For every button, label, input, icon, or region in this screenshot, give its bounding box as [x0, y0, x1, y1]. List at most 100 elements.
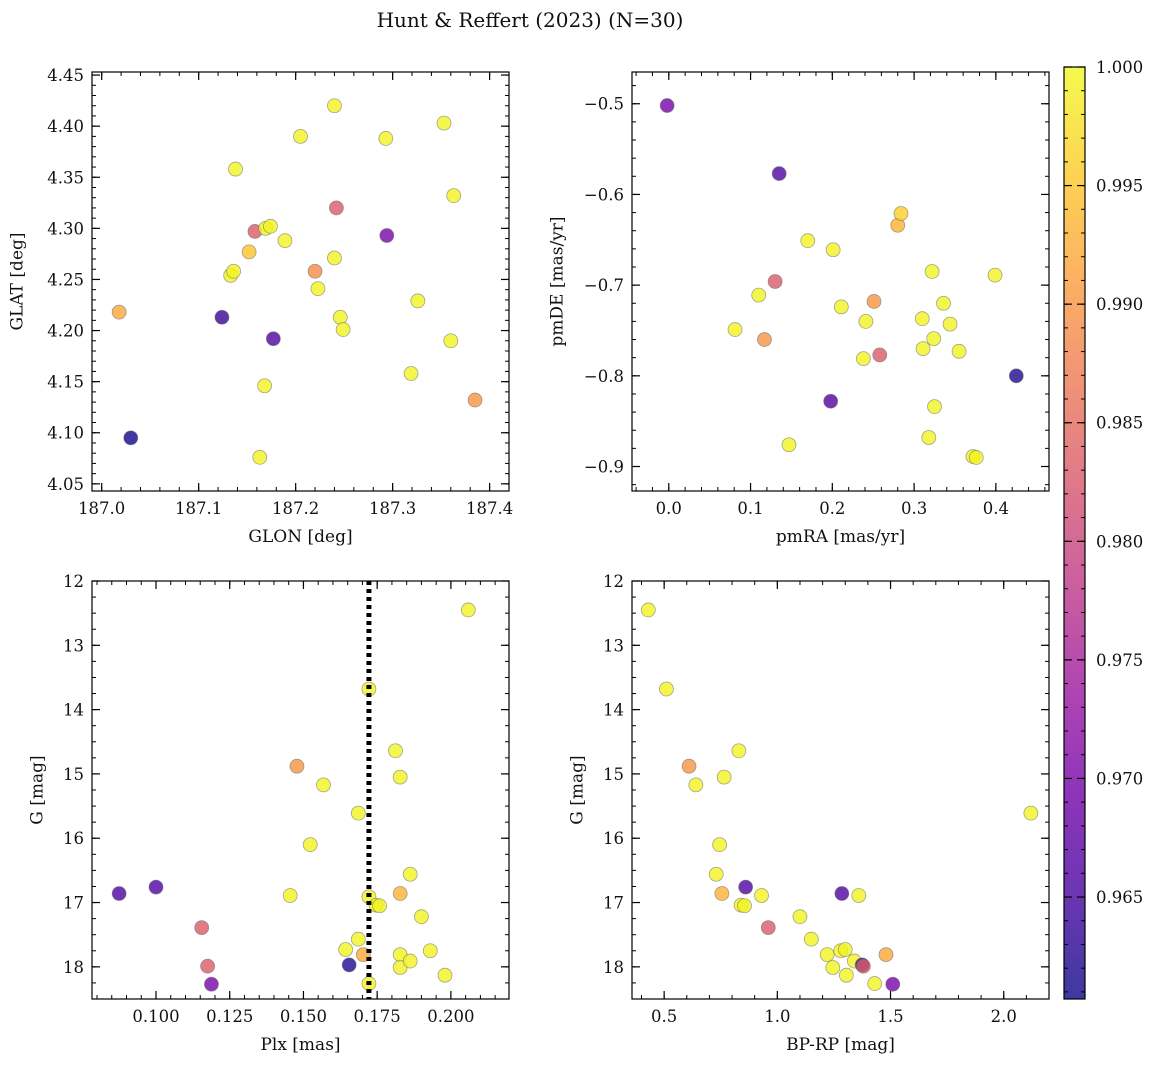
data-point [460, 602, 476, 618]
data-point [350, 805, 366, 821]
y-axis-label: pmDE [mas/yr] [548, 216, 568, 346]
colorbar-tick-label: 0.975 [1096, 651, 1143, 670]
data-point [436, 115, 452, 131]
data-point [289, 758, 305, 774]
colorbar-tick-label: 0.970 [1096, 769, 1143, 788]
data-point [277, 233, 293, 249]
x-tick-label: 0.125 [206, 1007, 253, 1026]
data-point [327, 98, 342, 114]
x-tick-label: 187.4 [466, 499, 513, 518]
data-point [819, 947, 835, 963]
data-point [837, 942, 853, 957]
data-point [338, 942, 354, 957]
x-tick-label: 0.3 [901, 499, 927, 518]
data-point [204, 976, 219, 992]
points [111, 602, 476, 992]
data-point [316, 777, 331, 793]
y-tick-label: 13 [603, 636, 624, 655]
data-point [310, 281, 326, 297]
y-tick-label: 15 [63, 765, 84, 784]
data-point [872, 347, 888, 363]
data-point [111, 886, 127, 901]
data-point [712, 837, 728, 853]
data-point [838, 967, 854, 983]
data-point [681, 758, 697, 774]
data-point [915, 341, 931, 357]
y-tick-label: 18 [603, 958, 624, 977]
data-point [757, 332, 772, 347]
x-tick-label: 0.1 [737, 499, 763, 518]
x-tick-label: 0.150 [280, 1007, 327, 1026]
y-tick-label: 4.40 [47, 117, 84, 136]
data-point [855, 958, 871, 974]
x-tick-label: 0.200 [427, 1007, 474, 1026]
x-tick-label: 2.0 [991, 1007, 1017, 1026]
data-point [727, 322, 743, 337]
data-point [987, 267, 1003, 283]
x-axis-label: GLON [deg] [248, 527, 352, 547]
data-point [640, 602, 656, 618]
y-tick-label: 4.35 [47, 168, 84, 187]
data-point [731, 743, 747, 759]
data-point [123, 430, 139, 446]
panel-glon-glat: 187.0 187.1 187.2 187.3 187.4 4.05 4.10 4.15 4.2… [8, 66, 514, 547]
axes-frame [631, 71, 1050, 492]
x-tick-label: 187.3 [369, 499, 416, 518]
y-tick-label: 15 [603, 765, 624, 784]
data-point [111, 304, 127, 320]
x-tick-label: 187.0 [78, 499, 125, 518]
x-axis-label: Plx [mas] [260, 1035, 340, 1055]
data-point [241, 244, 257, 260]
data-point [714, 886, 730, 901]
data-point [851, 888, 867, 903]
data-point [771, 166, 787, 181]
x-tick-label: 187.2 [272, 499, 319, 518]
data-point [926, 331, 942, 347]
data-point [855, 351, 871, 366]
y-axis-label: GLAT [deg] [8, 232, 28, 330]
x-axis-label: pmRA [mas/yr] [776, 527, 905, 547]
points [640, 602, 1039, 992]
colorbar-tick-label: 0.980 [1096, 532, 1143, 551]
data-point [893, 206, 909, 221]
panel-plx-g: 0.100 0.125 0.150 0.175 0.200 12 13 14 15 16 17 18 P… [28, 572, 510, 1055]
data-point [878, 947, 894, 963]
data-point [350, 931, 366, 947]
data-point [767, 274, 783, 289]
y-tick-label: 4.25 [47, 270, 84, 289]
data-point [282, 888, 298, 903]
colorbar-tick-label: 0.995 [1096, 177, 1143, 196]
data-point [228, 161, 243, 177]
data-point [914, 311, 930, 327]
axes-frame [91, 580, 510, 1000]
chart-title: Hunt & Reffert (2023) (N=30) [377, 8, 684, 32]
data-point [825, 242, 841, 258]
y-tick-label: 4.45 [47, 66, 84, 85]
data-point [659, 681, 674, 697]
data-point [936, 295, 951, 311]
axes-frame [631, 580, 1050, 1000]
y-tick-label: 18 [63, 958, 84, 977]
y-axis-label: G [mag] [28, 755, 48, 824]
data-point [1023, 805, 1039, 821]
panel-pmra-pmde: 0.0 0.1 0.2 0.3 0.4 −0.9 −0.8 −0.7 −0.6 −0.5 pmRA … [548, 71, 1050, 547]
data-point [341, 957, 357, 973]
data-point [388, 743, 403, 759]
colorbar-tick-label: 0.965 [1096, 888, 1143, 907]
data-point [754, 888, 769, 903]
colorbar-tick-label: 0.985 [1096, 414, 1143, 433]
y-tick-label: 4.30 [47, 219, 84, 238]
data-point [437, 967, 453, 983]
data-point [924, 264, 940, 279]
data-point [443, 333, 459, 349]
minor-ticks [632, 72, 1049, 491]
data-point [332, 309, 348, 325]
x-tick-label: 0.5 [651, 1007, 677, 1026]
points [111, 98, 483, 465]
panels: 187.0 187.1 187.2 187.3 187.4 4.05 4.10 4.15 4.2… [8, 66, 1050, 1055]
data-point [834, 886, 850, 901]
data-point [803, 931, 819, 947]
data-point [866, 294, 882, 309]
data-point [265, 331, 281, 347]
colorbar-tick-label: 0.990 [1096, 295, 1143, 314]
